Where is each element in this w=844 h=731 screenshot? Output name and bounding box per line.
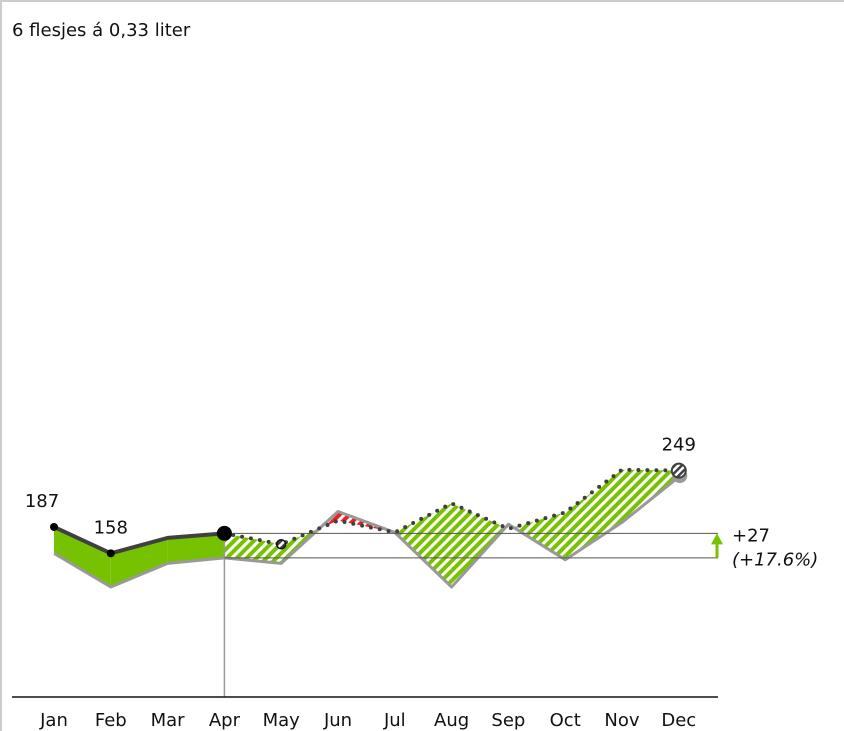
x-tick-label: Mar xyxy=(151,710,186,731)
x-tick-label: Sep xyxy=(491,710,525,731)
chart-title: 6 flesjes á 0,33 liter xyxy=(12,20,191,41)
difference-area xyxy=(224,533,282,564)
data-label: 158 xyxy=(94,517,128,538)
difference-area xyxy=(513,512,566,560)
x-tick-label: Aug xyxy=(434,710,469,731)
x-tick-label: Jun xyxy=(323,710,352,731)
x-tick-label: May xyxy=(263,710,301,731)
difference-area xyxy=(54,526,111,587)
x-tick-label: Apr xyxy=(209,710,241,731)
delta-label: +27 xyxy=(732,526,770,547)
marker xyxy=(50,522,58,531)
difference-area xyxy=(451,503,506,587)
lines xyxy=(53,467,718,697)
marker xyxy=(216,525,232,541)
marker xyxy=(106,549,115,558)
markers xyxy=(50,462,688,558)
fills xyxy=(54,469,679,587)
data-label: 249 xyxy=(662,435,696,456)
difference-area xyxy=(167,533,225,564)
delta-percent: (+17.6%) xyxy=(732,550,818,571)
x-tick-label: Nov xyxy=(604,710,639,731)
data-label: 187 xyxy=(25,491,59,512)
delta-arrowhead xyxy=(711,533,723,545)
x-tick-label: Dec xyxy=(661,710,696,731)
series-line xyxy=(53,475,680,589)
marker xyxy=(275,539,287,550)
difference-area xyxy=(394,503,452,587)
difference-area xyxy=(565,469,622,560)
marker xyxy=(670,462,687,479)
series-line xyxy=(222,467,681,547)
x-tick-label: Oct xyxy=(550,710,581,731)
series-line xyxy=(53,525,225,556)
x-tick-label: Jul xyxy=(383,710,406,731)
x-tick-label: Jan xyxy=(39,710,68,731)
x-tick-label: Feb xyxy=(95,710,127,731)
